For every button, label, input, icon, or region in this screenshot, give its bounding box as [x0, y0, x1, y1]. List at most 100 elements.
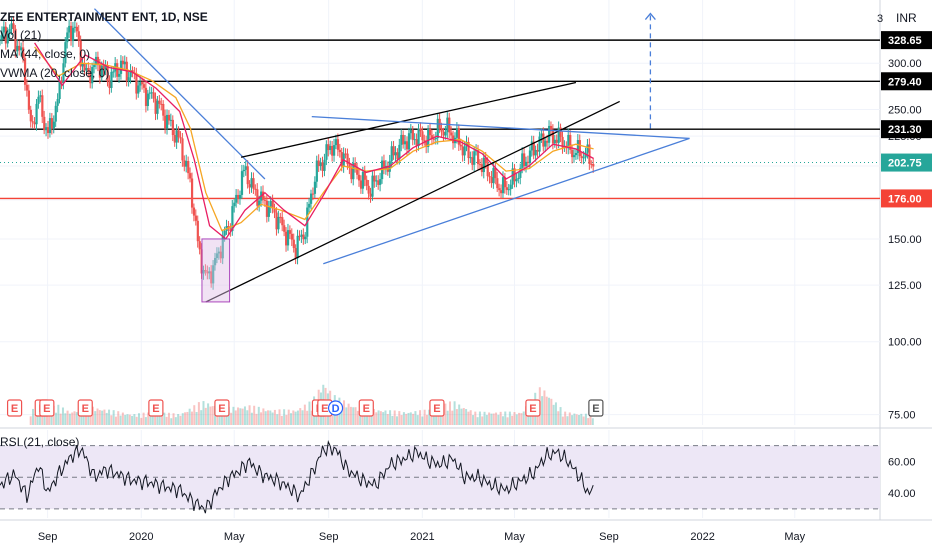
candle-body — [173, 135, 176, 143]
volume-bar — [209, 406, 212, 425]
volume-bar — [398, 411, 401, 425]
volume-bar — [156, 413, 159, 425]
marker-box — [39, 399, 55, 417]
y-tick-label: 250.00 — [888, 104, 922, 116]
legend-moving-average: MA (44, close, 0) — [0, 47, 91, 61]
y-tick-label: 150.00 — [888, 234, 922, 246]
candle-body — [70, 25, 73, 41]
volume-bar — [126, 414, 129, 425]
volume-bar — [96, 408, 99, 425]
volume-bar — [379, 411, 382, 425]
candle-body — [25, 84, 29, 91]
candle-body — [238, 194, 242, 199]
candle-body — [60, 80, 63, 84]
candle-body — [361, 171, 365, 189]
volume-bar — [412, 413, 415, 425]
volume-bar — [458, 404, 461, 425]
candle-body — [219, 251, 222, 259]
volume-bar — [207, 403, 210, 425]
candle-body — [262, 191, 265, 200]
candle-body — [311, 193, 315, 195]
volume-bar — [165, 416, 168, 425]
volume-bar — [278, 409, 281, 425]
volume-bar — [105, 412, 108, 425]
volume-bar — [453, 401, 456, 425]
trendline-channel-lower — [205, 100, 620, 303]
candle-body — [27, 90, 30, 110]
candle-body — [160, 103, 163, 105]
candle-body — [162, 103, 165, 116]
candle-body — [100, 65, 103, 78]
candle-body — [492, 167, 495, 184]
price-label: 231.30 — [888, 124, 922, 136]
candle-body — [263, 199, 267, 201]
volume-bar — [140, 417, 143, 425]
marker-box — [6, 399, 23, 417]
candle-body — [377, 180, 380, 185]
candle-body — [202, 269, 205, 274]
candle-body — [413, 139, 416, 141]
volume-bar — [68, 413, 71, 425]
volume-bar — [499, 411, 502, 425]
candle-body — [465, 141, 468, 147]
candle-body — [129, 70, 132, 78]
volume-bar — [257, 406, 260, 425]
candle-body — [526, 161, 530, 163]
volume-bar — [584, 413, 587, 425]
candle-body — [221, 235, 224, 259]
volume-bar — [273, 409, 276, 425]
candle-body — [210, 271, 213, 284]
earnings-marker: E — [39, 399, 55, 417]
candle-body — [544, 140, 547, 147]
marker-label: E — [529, 403, 536, 415]
volume-bar — [64, 413, 67, 425]
volume-bar — [591, 418, 594, 425]
volume-bar — [402, 412, 405, 425]
volume-bar — [508, 411, 511, 425]
candle-body — [331, 145, 334, 156]
candle-body — [302, 234, 305, 240]
price-label-bg — [881, 189, 932, 208]
candle-body — [501, 177, 505, 194]
candle-body — [357, 174, 361, 181]
candle-body — [141, 82, 144, 85]
price-label: 328.65 — [888, 35, 922, 47]
volume-bar — [158, 412, 161, 425]
candle-body — [102, 65, 105, 70]
candle-body — [256, 189, 259, 206]
volume-bar — [421, 416, 424, 425]
x-tick-label: 2020 — [129, 531, 153, 543]
candle-body — [340, 152, 343, 167]
volume-bar — [114, 416, 117, 425]
volume-bar — [59, 413, 62, 425]
volume-bar — [179, 415, 182, 425]
moving-average-line — [34, 46, 594, 232]
volume-bar — [292, 410, 295, 425]
candle-body — [248, 184, 251, 188]
volume-bar — [108, 409, 111, 425]
marker-label: E — [152, 403, 159, 415]
candle-body — [567, 134, 570, 149]
trendline-channel-upper — [240, 81, 577, 158]
x-tick-label: May — [504, 531, 525, 543]
candle-body — [16, 45, 19, 52]
y-tick-label: 3 — [877, 13, 883, 25]
volume-bar — [246, 410, 249, 425]
volume-bar — [557, 411, 560, 425]
candle-body — [546, 140, 549, 143]
candle-body — [281, 217, 284, 226]
volume-bar — [202, 401, 205, 425]
volume-bar — [455, 409, 458, 425]
candle-body — [586, 144, 589, 153]
marker-box — [429, 399, 445, 417]
volume-bar — [386, 413, 389, 425]
volume-bar — [151, 412, 154, 425]
volume-bar — [515, 414, 518, 425]
volume-bar — [188, 408, 191, 425]
volume-bar — [225, 414, 228, 425]
candle-body — [45, 127, 48, 131]
earnings-marker: E — [358, 399, 374, 417]
trendline-triangle-lower — [323, 137, 690, 265]
volume-bar — [490, 413, 493, 425]
